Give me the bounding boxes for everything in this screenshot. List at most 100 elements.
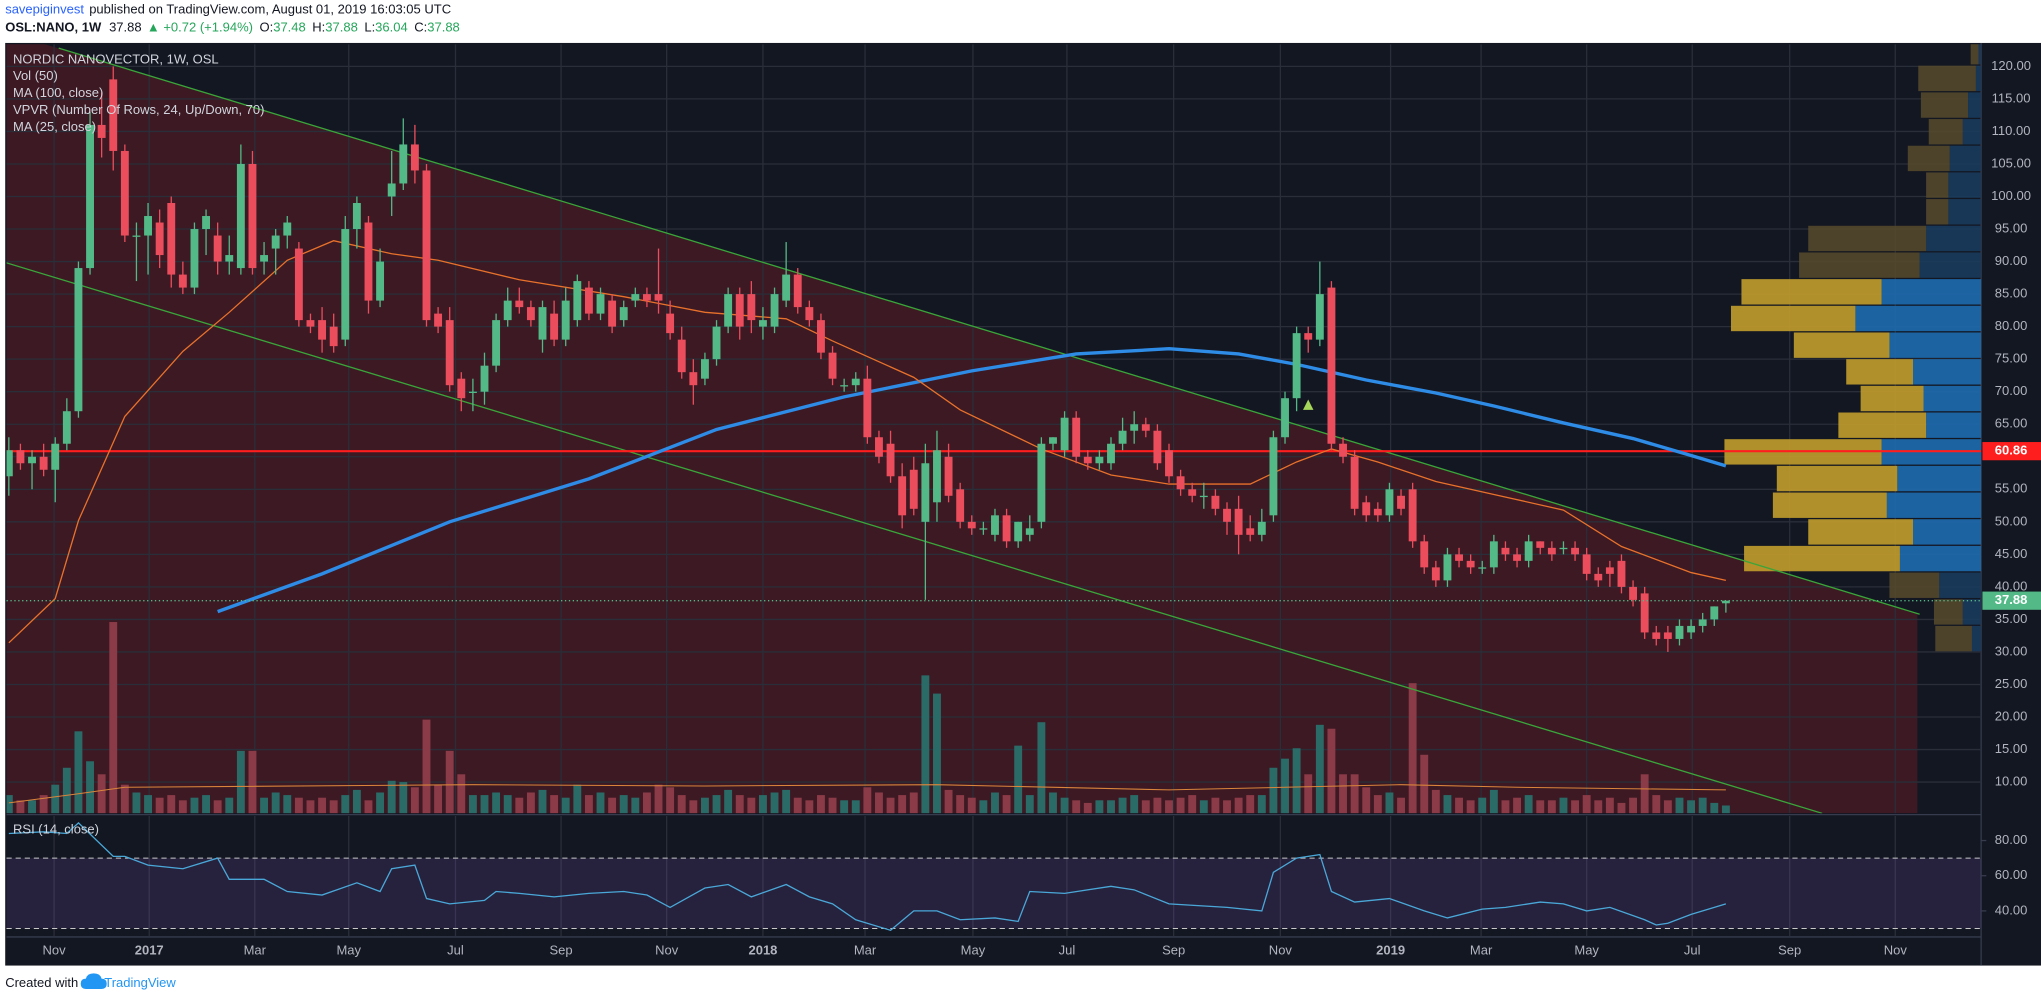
- volume-bar: [1281, 758, 1289, 814]
- volume-bar: [120, 784, 129, 814]
- volume-bar: [1513, 797, 1521, 814]
- footer: Created with TradingView: [5, 975, 176, 990]
- volume-bar: [654, 784, 663, 814]
- candle-body: [1072, 417, 1081, 457]
- volume-bar: [1257, 795, 1266, 814]
- candle-body: [1211, 495, 1220, 509]
- volume-bar: [1223, 800, 1231, 814]
- candle-body: [74, 268, 83, 412]
- volume-bar: [1165, 800, 1173, 814]
- candle-body: [1385, 489, 1394, 516]
- vpvr-up: [1971, 625, 1982, 652]
- candle-body: [1176, 476, 1185, 490]
- volume-bar: [1582, 795, 1591, 814]
- volume-bar: [1431, 789, 1440, 814]
- candle-body: [213, 235, 222, 262]
- candle-body: [190, 229, 199, 288]
- volume-bar: [747, 797, 756, 814]
- candle-body: [376, 261, 385, 301]
- volume-bar: [1339, 774, 1347, 814]
- vpvr-down: [1776, 465, 1898, 492]
- candle-body: [28, 456, 36, 464]
- vpvr-down: [1846, 359, 1914, 385]
- volume-bar: [39, 795, 48, 814]
- volume-bar: [213, 800, 222, 814]
- volume-bar: [1049, 792, 1057, 814]
- volume-bar: [689, 800, 698, 814]
- y-tick-label: 15.00: [1995, 741, 2028, 756]
- symbol: OSL:NANO, 1W: [5, 20, 102, 35]
- candle-body: [979, 528, 988, 530]
- vpvr-up: [1886, 492, 1982, 518]
- volume-bar: [1095, 800, 1104, 814]
- y-tick-label: 90.00: [1995, 253, 2028, 268]
- volume-bar: [1362, 787, 1371, 814]
- vpvr-down: [1772, 492, 1887, 518]
- candle-body: [51, 443, 60, 470]
- candle-body: [1049, 437, 1057, 444]
- volume-bar: [1617, 802, 1626, 814]
- author[interactable]: savepiginvest: [5, 2, 84, 17]
- volume-bar: [306, 800, 315, 814]
- candle-body: [236, 163, 245, 269]
- candle-body: [677, 339, 686, 373]
- candle-body: [735, 294, 744, 327]
- volume-bar: [1072, 800, 1081, 814]
- candle-body: [1292, 333, 1301, 399]
- trendline: [58, 47, 1920, 615]
- change: ▲ +0.72 (+1.94%): [147, 20, 253, 35]
- vpvr-down: [1808, 225, 1927, 252]
- volume-bar: [364, 800, 373, 814]
- volume-bar: [1594, 800, 1603, 814]
- y-tick-label: 105.00: [1991, 155, 2031, 170]
- y-tick-label: 110.00: [1992, 123, 2031, 138]
- candle-body: [1443, 554, 1452, 581]
- volume-bar: [1663, 800, 1672, 814]
- volume-bar: [1385, 792, 1394, 814]
- candle-body: [445, 320, 454, 386]
- ma25-line: [8, 240, 1727, 644]
- volume-bar: [642, 792, 651, 814]
- volume-bar: [62, 767, 71, 814]
- candle-body: [1721, 600, 1730, 604]
- volume-bar: [468, 795, 477, 814]
- volume-bar: [329, 800, 338, 814]
- candle-body: [306, 320, 315, 327]
- y-tick-label: 25.00: [1995, 676, 2028, 691]
- candle-body: [1478, 567, 1487, 569]
- volume-bar: [86, 761, 94, 814]
- volume-bar: [1536, 800, 1545, 814]
- candle-body: [434, 313, 443, 327]
- volume-bar: [573, 784, 582, 814]
- vpvr-up: [1913, 519, 1982, 545]
- level-label-bg: [1982, 442, 2041, 461]
- x-tick-label: 2017: [135, 943, 164, 958]
- rsi-band: [6, 858, 1982, 929]
- candle-body: [1025, 528, 1034, 535]
- x-tick-label: Jul: [1684, 943, 1701, 958]
- legend-entry: VPVR (Number Of Rows, 24, Up/Down, 70): [13, 102, 264, 117]
- candle-body: [828, 352, 837, 379]
- y-tick-label: 85.00: [1995, 286, 2028, 301]
- volume-bar: [445, 750, 454, 814]
- volume-bar: [1547, 800, 1556, 814]
- volume-bar: [1629, 797, 1638, 814]
- candle-body: [422, 170, 431, 321]
- candle-body: [1513, 554, 1521, 561]
- candle-body: [1524, 541, 1533, 561]
- volume-bar: [109, 622, 118, 814]
- legend-entry: MA (100, close): [13, 85, 103, 100]
- candle-body: [1118, 430, 1127, 444]
- level-label: 60.86: [1995, 443, 2028, 458]
- volume-bar: [1687, 800, 1696, 814]
- candle-body: [1640, 593, 1649, 633]
- price-pane: [6, 44, 1982, 814]
- footer-brand[interactable]: TradingView: [104, 975, 176, 990]
- candle-body: [1373, 508, 1382, 516]
- candle-body: [944, 456, 953, 496]
- quote-value: 37.48: [273, 20, 306, 35]
- candle-body: [1141, 424, 1150, 431]
- candle-body: [909, 469, 918, 509]
- vpvr-down: [1860, 385, 1924, 412]
- last: 37.88: [109, 20, 142, 35]
